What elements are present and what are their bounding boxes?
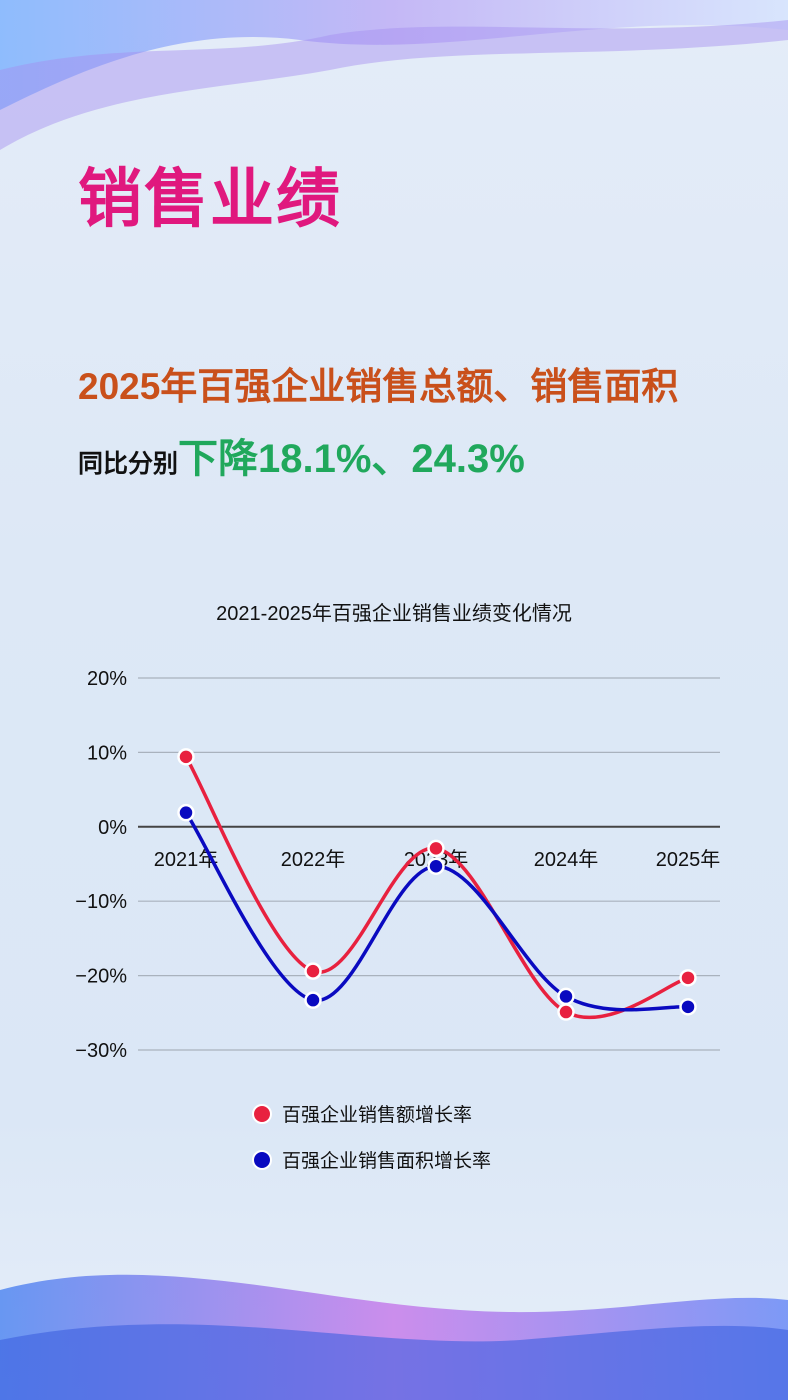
data-point [557, 1003, 575, 1021]
x-tick-label: 2024年 [534, 848, 599, 871]
line-chart: 2021-2025年百强企业销售业绩变化情况 20% 10% 0% −10% −20% −… [75, 602, 721, 1062]
y-tick-label: 0% [98, 817, 127, 839]
decorative-wave-top [0, 0, 788, 150]
y-tick-label: −10% [75, 891, 127, 913]
legend-dot-blue [252, 1149, 272, 1170]
data-point [679, 969, 697, 987]
y-tick-label: −20% [75, 966, 127, 988]
legend-dot-red [252, 1103, 272, 1124]
data-point [679, 998, 697, 1016]
subline-highlight: 下降18.1%、24.3% [178, 437, 525, 481]
headline: 2025年百强企业销售总额、销售面积 [78, 366, 679, 407]
data-point [177, 803, 195, 822]
data-point [427, 857, 445, 875]
page-title: 销售业绩 [78, 163, 342, 235]
series-line [184, 755, 689, 1020]
legend-label: 百强企业销售额增长率 [282, 1105, 473, 1126]
x-tick-label: 2021年 [154, 848, 219, 871]
data-point [557, 987, 575, 1006]
legend-item-area: 百强企业销售面积增长率 [252, 1146, 491, 1173]
x-tick-label: 2022年 [281, 848, 346, 871]
data-point [304, 991, 322, 1009]
decorative-wave-bottom [0, 1274, 788, 1400]
legend-label: 百强企业销售面积增长率 [282, 1151, 492, 1172]
subline-prefix: 同比分别 [78, 450, 179, 478]
data-point [304, 962, 322, 980]
chart-title: 2021-2025年百强企业销售业绩变化情况 [216, 602, 572, 625]
legend-item-sales: 百强企业销售额增长率 [252, 1100, 472, 1127]
data-point [427, 839, 445, 858]
x-tick-label: 2025年 [656, 848, 721, 871]
data-point [177, 748, 195, 766]
subline: 同比分别下降18.1%、24.3% [78, 426, 525, 484]
y-tick-label: −30% [75, 1040, 127, 1062]
series-line [184, 811, 689, 1012]
y-tick-label: 10% [87, 742, 127, 764]
y-tick-label: 20% [87, 668, 127, 690]
